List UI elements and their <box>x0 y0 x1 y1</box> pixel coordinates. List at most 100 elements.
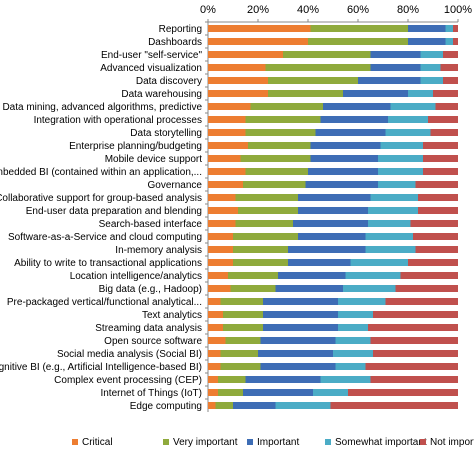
bar-segment <box>228 272 278 279</box>
category-label: Software-as-a-Service and cloud computin… <box>8 232 202 243</box>
bar-segment <box>298 233 366 240</box>
category-label: Search-based interface <box>99 219 203 230</box>
bar-segment <box>283 51 371 58</box>
bar-segment <box>370 64 421 71</box>
bar-segment <box>293 220 368 227</box>
bar-segment <box>208 64 266 71</box>
bar-segment <box>208 389 218 396</box>
bar-segment <box>330 402 458 409</box>
bar-segment <box>378 168 423 175</box>
bar-segment <box>268 90 343 97</box>
bar-segment <box>373 350 458 357</box>
bar-segment <box>208 402 216 409</box>
bar-segment <box>288 246 366 253</box>
bar-segment <box>310 142 381 149</box>
bar-segment <box>220 298 263 305</box>
legend-swatch <box>163 439 169 445</box>
bar-segment <box>218 376 246 383</box>
bar-segment <box>370 376 458 383</box>
bar-segment <box>208 116 246 123</box>
bar-segment <box>208 233 233 240</box>
bar-segment <box>368 324 458 331</box>
bar-segment <box>423 142 458 149</box>
bar-segment <box>288 259 351 266</box>
category-label: Streaming data analysis <box>95 323 202 334</box>
category-label: Text analytics <box>142 310 202 321</box>
bar-segment <box>453 38 458 45</box>
bar-segment <box>245 129 316 136</box>
category-label: Mobile device support <box>105 154 202 165</box>
bar-segment <box>365 246 416 253</box>
bar-segment <box>410 220 458 227</box>
bar-segment <box>310 25 408 32</box>
bar-segment <box>313 389 348 396</box>
bar-segment <box>418 194 458 201</box>
bar-segment <box>245 168 308 175</box>
legend-swatch <box>325 439 331 445</box>
category-label: Location intelligence/analytics <box>70 271 202 282</box>
bar-segment <box>248 142 311 149</box>
bar-segment <box>323 103 391 110</box>
bar-segment <box>400 272 458 279</box>
bar-segment <box>208 220 236 227</box>
bar-segment <box>223 311 263 318</box>
bar-segment <box>263 298 338 305</box>
bar-segment <box>430 129 458 136</box>
bar-segment <box>263 311 338 318</box>
bar-segment <box>230 285 276 292</box>
bar-segment <box>433 90 458 97</box>
bar-segment <box>208 311 223 318</box>
bar-segment <box>208 259 233 266</box>
bar-segment <box>335 363 366 370</box>
x-tick-label: 0% <box>200 4 216 16</box>
legend-label: Not important <box>430 437 474 448</box>
bar-segment <box>250 103 323 110</box>
bar-segment <box>435 103 458 110</box>
legend-swatch <box>72 439 78 445</box>
x-tick-label: 60% <box>347 4 369 16</box>
bar-segment <box>208 142 248 149</box>
bar-segment <box>368 220 411 227</box>
category-label: Advanced visualization <box>100 63 202 74</box>
bar-segment <box>243 389 313 396</box>
bar-segment <box>208 350 221 357</box>
bar-segment <box>233 402 276 409</box>
bar-segment <box>208 376 218 383</box>
bar-segment <box>308 38 408 45</box>
bar-segment <box>278 272 346 279</box>
bar-segment <box>220 350 258 357</box>
legend-label: Critical <box>82 437 113 448</box>
bar-segment <box>423 168 458 175</box>
bar-segment <box>208 168 246 175</box>
x-tick-label: 40% <box>297 4 319 16</box>
bar-segment <box>208 272 228 279</box>
category-label: Open source software <box>104 336 202 347</box>
bar-segment <box>268 77 358 84</box>
bar-segment <box>208 103 251 110</box>
bar-segment <box>440 64 458 71</box>
category-label: Social media analysis (Social BI) <box>57 349 202 360</box>
category-label: Embedded BI (contained within an applica… <box>0 167 202 178</box>
bar-segment <box>305 181 378 188</box>
category-label: In-memory analysis <box>115 245 202 256</box>
bar-segment <box>368 207 418 214</box>
category-label: Complex event processing (CEP) <box>54 375 202 386</box>
bar-segment <box>420 51 443 58</box>
category-label: Dashboards <box>148 37 202 48</box>
category-label: Internet of Things (IoT) <box>100 388 202 399</box>
bar-segment <box>420 64 441 71</box>
bar-segment <box>378 181 416 188</box>
bar-segment <box>275 402 331 409</box>
category-label: Cognitive BI (e.g., Artificial Intellige… <box>0 362 202 373</box>
bar-segment <box>333 350 373 357</box>
bar-segment <box>415 246 458 253</box>
bar-segment <box>388 116 428 123</box>
bar-segment <box>208 90 268 97</box>
bar-segment <box>208 207 238 214</box>
bar-segment <box>428 116 458 123</box>
bar-segment <box>208 298 221 305</box>
bar-segment <box>408 259 458 266</box>
category-label: Integration with operational processes <box>34 115 202 126</box>
bar-segment <box>420 77 443 84</box>
bar-segment <box>453 25 458 32</box>
